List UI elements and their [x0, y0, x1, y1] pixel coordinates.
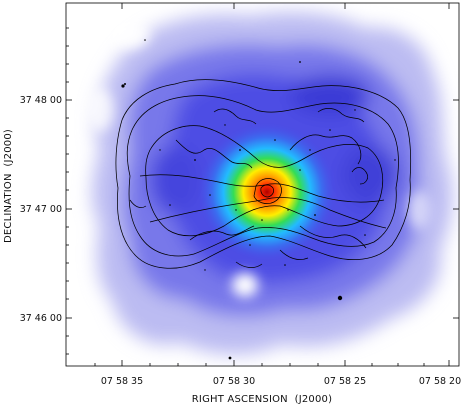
contour-outer: [115, 79, 412, 269]
x-axis-ticks: [94, 3, 450, 366]
x-tick-label: 07 58 25: [324, 376, 366, 387]
central-bright-source: [197, 122, 337, 262]
x-tick-label: 07 58 30: [213, 376, 255, 387]
y-tick-label: 37 47 00: [20, 204, 62, 215]
contour-nucleus: [253, 178, 282, 204]
radio-contours: [115, 79, 412, 269]
contour-3: [145, 125, 383, 237]
y-tick-label: 37 48 00: [20, 95, 62, 106]
x-tick-label: 07 58 35: [101, 376, 143, 387]
faint-patches: [86, 21, 432, 297]
noise-speckles: [121, 39, 396, 360]
contour-jet-lower: [149, 197, 387, 229]
y-axis-title: DECLINATION (J2000): [3, 129, 14, 243]
xray-emission-map: [86, 12, 453, 355]
y-axis-ticks: [66, 27, 459, 355]
contour-jet: [139, 174, 385, 203]
contour-2: [126, 95, 399, 257]
x-tick-label: 07 58 20: [419, 376, 461, 387]
y-tick-label: 37 46 00: [20, 313, 62, 324]
x-axis-title: RIGHT ASCENSION (J2000): [192, 394, 332, 405]
